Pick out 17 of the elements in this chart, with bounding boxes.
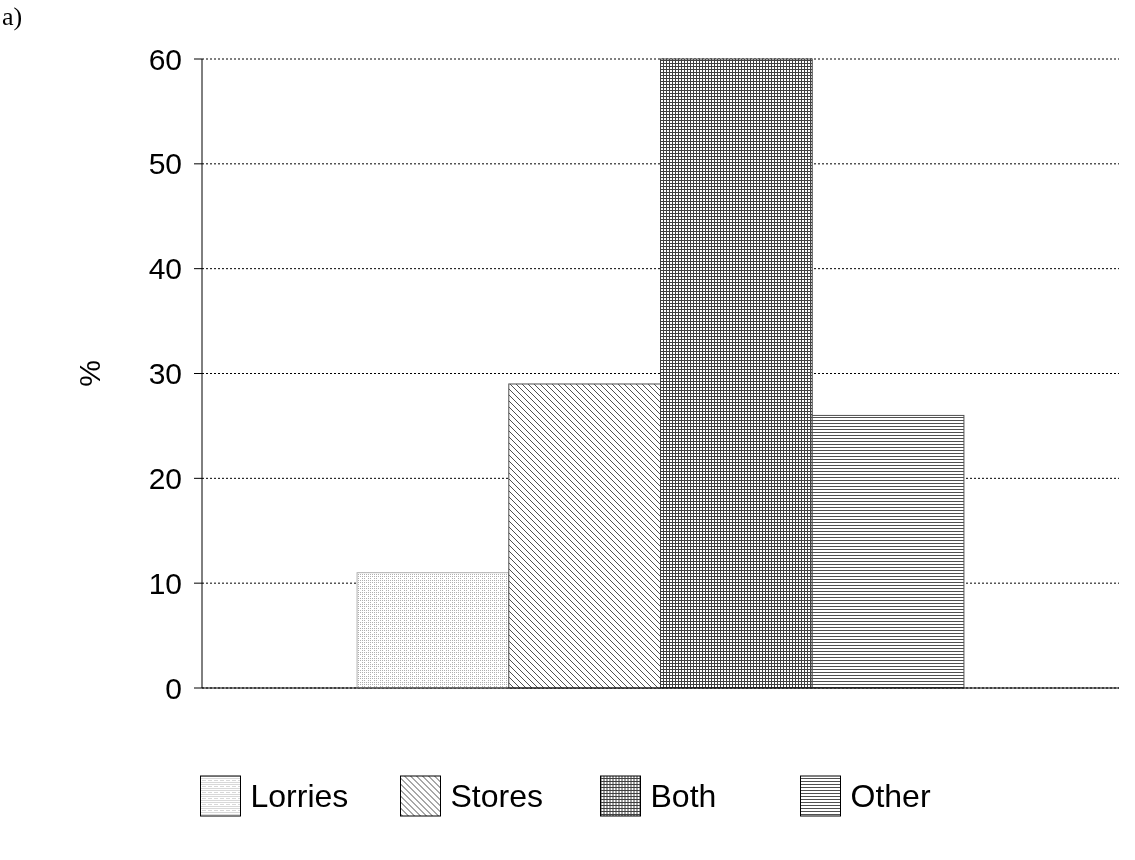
bar <box>660 58 813 689</box>
legend-label: Both <box>650 778 717 815</box>
y-tick-label: 20 <box>148 461 182 495</box>
text: a) <box>2 2 23 31</box>
y-tick-label: 40 <box>148 252 182 286</box>
bar <box>811 414 965 689</box>
y-tick-label: 50 <box>148 147 182 181</box>
legend-label: Other <box>850 778 931 815</box>
y-tick-label: 30 <box>148 357 182 390</box>
legend-label: Stores <box>450 778 543 815</box>
y-axis-title: % <box>73 360 106 387</box>
bar <box>356 572 510 689</box>
y-tick-label: 0 <box>165 671 182 705</box>
y-tick-label: 10 <box>148 566 182 600</box>
bar <box>508 383 661 689</box>
y-tick-label: 60 <box>148 42 182 76</box>
legend-label: Lorries <box>250 778 349 815</box>
